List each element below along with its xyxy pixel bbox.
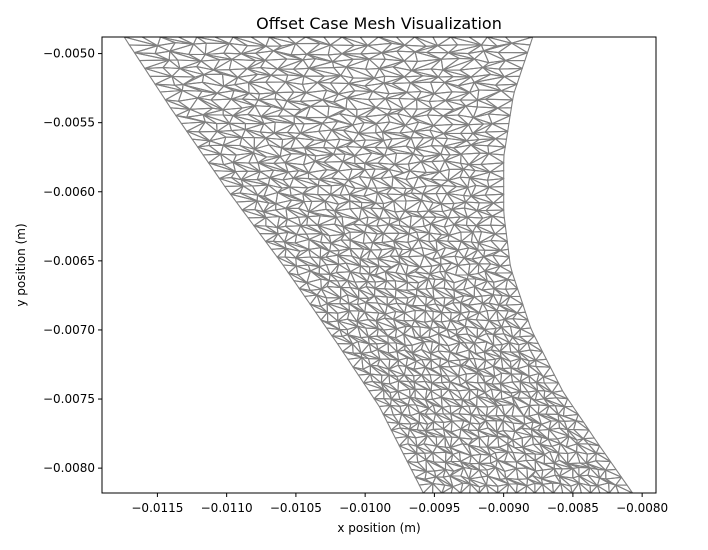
- mesh-element: [525, 485, 536, 493]
- mesh-element: [615, 484, 634, 493]
- chart-title: Offset Case Mesh Visualization: [256, 14, 502, 33]
- mesh-element: [541, 483, 554, 493]
- axis-ticks: −0.0115 −0.0110 −0.0105 −0.0100 −0.0095 −0.00…: [43, 47, 668, 515]
- x-tick-label: −0.0100: [339, 501, 391, 515]
- x-tick-label: −0.0105: [270, 501, 322, 515]
- mesh-element: [469, 483, 480, 493]
- mesh-element: [578, 482, 592, 493]
- mesh-element: [450, 486, 462, 493]
- mesh: [123, 37, 634, 493]
- mesh-element: [596, 485, 610, 493]
- y-tick-label: −0.0080: [43, 461, 95, 475]
- y-tick-label: −0.0050: [43, 47, 95, 61]
- x-tick-label: −0.0085: [547, 501, 599, 515]
- y-tick-label: −0.0060: [43, 185, 95, 199]
- y-tick-label: −0.0055: [43, 116, 95, 130]
- x-tick-label: −0.0115: [131, 501, 183, 515]
- y-tick-label: −0.0075: [43, 392, 95, 406]
- mesh-element: [506, 483, 517, 493]
- mesh-element: [560, 483, 573, 493]
- x-tick-label: −0.0095: [408, 501, 460, 515]
- mesh-element: [432, 482, 443, 493]
- mesh-element: [485, 484, 499, 493]
- y-tick-label: −0.0070: [43, 323, 95, 337]
- x-tick-label: −0.0110: [201, 501, 253, 515]
- x-axis-label: x position (m): [337, 521, 420, 535]
- plot-frame: [101, 36, 657, 494]
- x-tick-label: −0.0090: [478, 501, 530, 515]
- x-tick-label: −0.0080: [616, 501, 668, 515]
- y-axis-label: y position (m): [14, 223, 28, 306]
- y-tick-label: −0.0065: [43, 254, 95, 268]
